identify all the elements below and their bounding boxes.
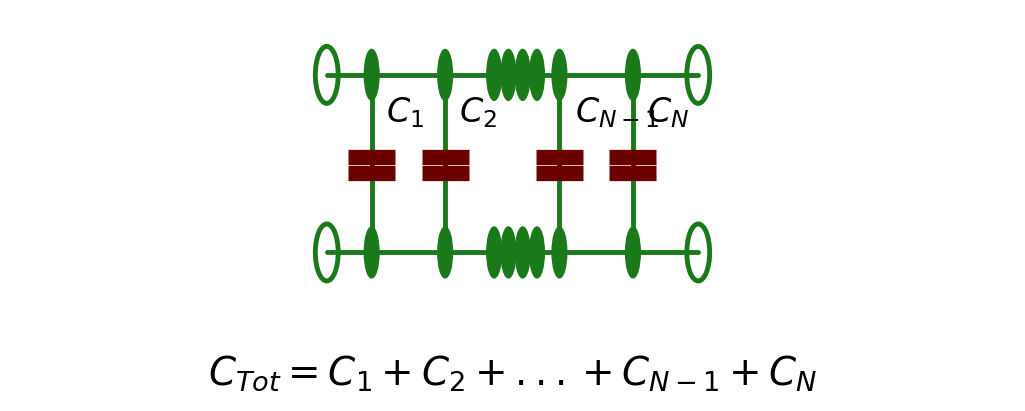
Ellipse shape — [552, 227, 567, 278]
Ellipse shape — [552, 49, 567, 100]
Ellipse shape — [625, 227, 641, 278]
Text: $C_2$: $C_2$ — [459, 95, 497, 130]
Text: $C_1$: $C_1$ — [386, 95, 424, 130]
Ellipse shape — [516, 227, 530, 278]
Text: $C_N$: $C_N$ — [647, 95, 690, 130]
Ellipse shape — [501, 227, 516, 278]
Ellipse shape — [530, 227, 544, 278]
Ellipse shape — [487, 227, 501, 278]
Ellipse shape — [364, 49, 379, 100]
Ellipse shape — [364, 227, 379, 278]
Ellipse shape — [438, 49, 452, 100]
Ellipse shape — [487, 49, 501, 100]
Ellipse shape — [516, 49, 530, 100]
Ellipse shape — [438, 227, 452, 278]
Ellipse shape — [530, 49, 544, 100]
Ellipse shape — [501, 49, 516, 100]
Text: $C_{N-1}$: $C_{N-1}$ — [575, 95, 659, 130]
Ellipse shape — [625, 49, 641, 100]
Text: $C_{Tot} = C_1 + C_2 + ... + C_{N-1} + C_N$: $C_{Tot} = C_1 + C_2 + ... + C_{N-1} + C… — [208, 354, 817, 393]
